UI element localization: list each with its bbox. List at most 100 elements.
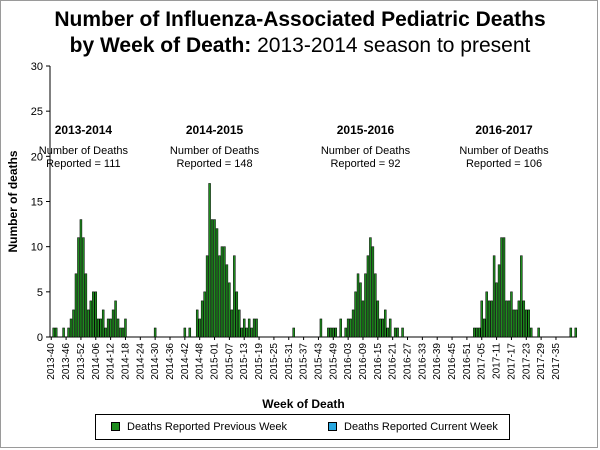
bar: [255, 318, 258, 338]
bar: [82, 237, 85, 338]
bar: [225, 264, 229, 338]
bar: [240, 327, 243, 338]
season-label: 2015-2016: [337, 123, 395, 137]
bar: [490, 300, 493, 338]
bar: [485, 291, 488, 338]
bar: [359, 282, 362, 338]
bar: [195, 309, 199, 338]
bar: [200, 300, 204, 338]
x-tick-label: 2017-35: [551, 343, 562, 380]
season-label: 2014-2015: [186, 123, 244, 137]
x-tick-label: 2014-30: [150, 343, 161, 380]
bar: [327, 327, 330, 338]
bar: [487, 300, 491, 338]
bar: [339, 318, 342, 338]
bar: [332, 327, 335, 338]
legend: Deaths Reported Previous Week Deaths Rep…: [95, 414, 510, 440]
bar: [84, 273, 88, 338]
y-tick-label: 15: [31, 197, 43, 209]
bar: [124, 318, 127, 338]
bar: [478, 327, 481, 338]
bar: [512, 309, 516, 338]
bar: [111, 309, 115, 338]
bar: [569, 327, 573, 338]
bar: [215, 228, 219, 338]
bar: [386, 327, 389, 338]
bar: [213, 219, 216, 338]
x-tick-label: 2016-21: [388, 343, 399, 380]
bar: [106, 318, 110, 338]
bar: [334, 327, 338, 338]
legend-swatch-current-week: [328, 422, 337, 431]
bar: [87, 309, 90, 338]
bar: [220, 246, 224, 338]
x-tick-label: 2016-45: [447, 343, 458, 380]
chart-title-line2: by Week of Death: 2013-2014 season to pr…: [0, 34, 600, 58]
bar: [89, 300, 93, 338]
legend-label-previous-week: Deaths Reported Previous Week: [127, 421, 287, 433]
x-tick-label: 2015-01: [210, 343, 221, 380]
bar: [104, 327, 107, 338]
bar: [114, 300, 117, 338]
chart-title-line1: Number of Influenza-Associated Pediatric…: [54, 8, 546, 31]
bar: [517, 300, 521, 338]
bar: [529, 327, 533, 338]
bar: [62, 327, 65, 338]
chart-title-line2-normal: 2013-2014 season to present: [251, 34, 531, 57]
bar: [515, 309, 518, 338]
y-tick-label: 25: [31, 106, 43, 118]
x-axis-title: Week of Death: [262, 397, 344, 411]
bar: [205, 255, 209, 338]
x-tick-label: 2016-15: [373, 343, 384, 380]
y-tick-label: 0: [37, 332, 43, 344]
x-tick-label: 2014-36: [165, 343, 176, 380]
season-deaths-line1: Number of Deaths: [321, 145, 411, 157]
bar: [344, 327, 347, 338]
x-tick-label: 2016-39: [432, 343, 443, 380]
season-deaths-line2: Reported = 111: [46, 158, 121, 170]
bar: [381, 318, 385, 338]
bar: [502, 237, 506, 338]
bar: [361, 300, 365, 338]
x-tick-label: 2014-12: [106, 343, 117, 380]
bar: [52, 327, 55, 338]
bar: [223, 246, 226, 338]
x-tick-label: 2016-03: [343, 343, 354, 380]
y-axis-title: Number of deaths: [6, 150, 20, 252]
x-tick-label: 2014-48: [195, 343, 206, 380]
bar: [72, 309, 75, 338]
y-tick-label: 30: [31, 61, 43, 73]
bar: [116, 318, 120, 338]
season-deaths-line1: Number of Deaths: [39, 145, 129, 157]
legend-label-current-week: Deaths Reported Current Week: [344, 421, 498, 433]
bar: [210, 219, 214, 338]
y-tick-label: 20: [31, 151, 43, 163]
season-deaths-line2: Reported = 148: [176, 158, 252, 170]
bar: [247, 318, 251, 338]
bar: [54, 327, 58, 338]
bar: [475, 327, 479, 338]
x-tick-label: 2013-40: [46, 343, 57, 380]
x-tick-label: 2014-18: [120, 343, 131, 380]
x-tick-label: 2016-51: [462, 343, 473, 380]
bar: [401, 327, 404, 338]
bar: [349, 318, 352, 338]
bar: [505, 300, 508, 338]
bar: [69, 318, 73, 338]
bar: [121, 327, 125, 338]
x-tick-label: 2014-24: [135, 343, 146, 380]
bar: [74, 273, 78, 338]
bar: [97, 318, 100, 338]
bar: [79, 219, 83, 338]
bar: [371, 246, 375, 338]
bar: [480, 300, 483, 338]
season-label: 2016-2017: [475, 123, 533, 137]
bar: [574, 327, 577, 338]
x-tick-label: 2016-33: [417, 343, 428, 380]
bar: [94, 291, 98, 338]
x-tick-label: 2015-37: [299, 343, 310, 380]
bar: [319, 318, 323, 338]
x-tick-label: 2015-49: [328, 343, 339, 380]
x-tick-label: 2015-43: [313, 343, 324, 380]
